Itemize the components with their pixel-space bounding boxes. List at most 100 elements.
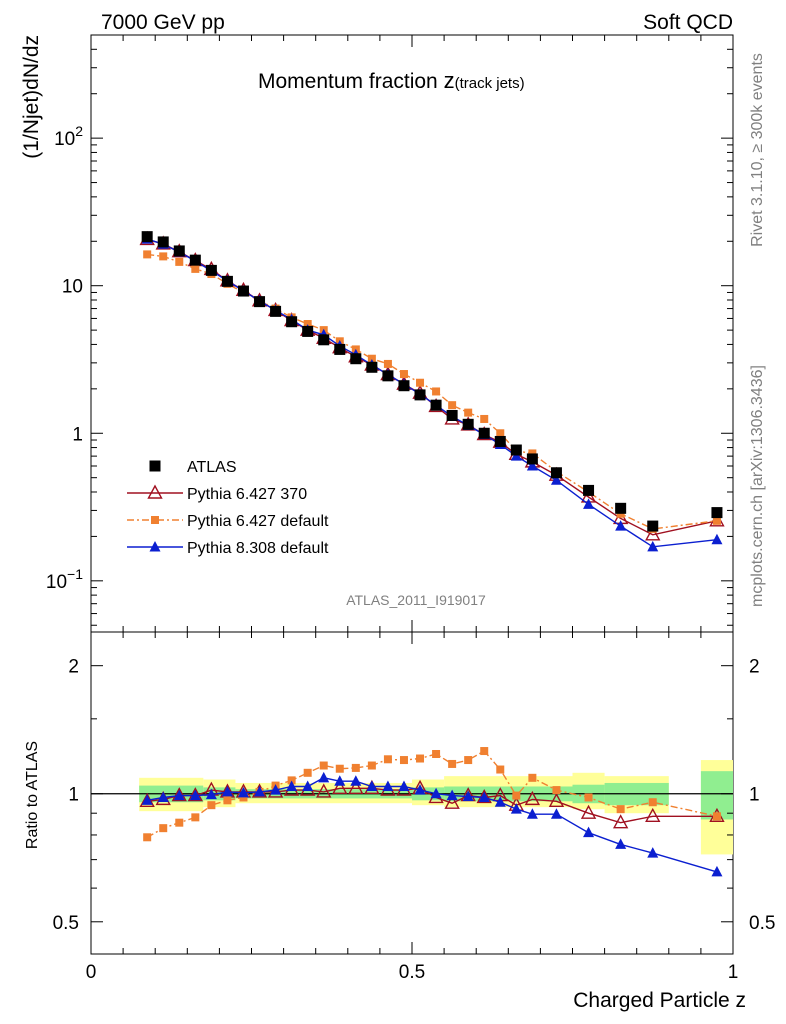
legend: ATLAS Pythia 6.427 370 Pythia 6.427 defaul…: [127, 459, 329, 557]
mc-point: [526, 460, 538, 471]
ratio-point: [712, 812, 721, 821]
mc-point: [496, 429, 505, 438]
data-point: [526, 453, 538, 465]
ratio-point: [398, 780, 410, 791]
data-point: [366, 361, 378, 373]
ratio-point: [157, 791, 169, 802]
ratio-point: [335, 764, 344, 773]
ratio-tick-label: 2: [68, 657, 79, 678]
data-point: [398, 380, 410, 392]
ratio-point: [512, 791, 521, 800]
ratio-y-axis-label: Ratio to ATLAS: [24, 741, 41, 849]
ratio-point: [334, 775, 346, 786]
axis-ticks: 102 10−1 10 1 2 2 1 1 0.5 0.5 0 0.5 1: [46, 34, 775, 983]
ratio-point: [223, 796, 232, 805]
data-point: [494, 435, 506, 447]
y-tick-label: 1: [72, 424, 83, 445]
ratio-point: [647, 847, 659, 858]
ratio-point: [303, 768, 312, 777]
data-point: [141, 231, 153, 243]
y-tick-label: 102: [54, 123, 83, 150]
mc-point: [303, 320, 312, 329]
x-tick-label: 1: [728, 962, 739, 983]
ratio-point: [528, 773, 537, 782]
chart-title: Momentum fraction z(track jets): [258, 68, 525, 93]
mcplots-label: mcplots.cern.ch [arXiv:1306.3436]: [749, 365, 766, 607]
ratio-point: [584, 793, 593, 802]
legend-label: ATLAS: [187, 459, 237, 476]
header-energy-label: 7000 GeV pp: [101, 11, 225, 34]
data-point: [189, 254, 201, 266]
legend-label: Pythia 8.308 default: [187, 540, 329, 557]
data-point: [205, 264, 217, 276]
ratio-point: [711, 865, 723, 877]
main-series: [139, 230, 725, 552]
ratio-point: [580, 804, 597, 819]
data-point: [221, 275, 233, 287]
ratio-point: [448, 759, 457, 768]
ratio-point: [191, 813, 200, 822]
ratio-point: [189, 789, 201, 801]
ratio-point: [494, 796, 506, 807]
ratio-point: [254, 785, 266, 797]
ratio-point: [430, 787, 442, 799]
ratio-point: [351, 763, 360, 772]
ratio-point: [159, 824, 168, 833]
ratio-point: [383, 755, 392, 764]
ratio-point: [286, 780, 298, 791]
mc-point: [583, 498, 595, 509]
ratio-point: [526, 808, 538, 819]
ratio-tick-label: 0.5: [53, 913, 79, 934]
ratio-point: [616, 805, 625, 814]
ratio-point: [462, 790, 474, 802]
mc-point: [367, 354, 376, 363]
data-point: [550, 467, 562, 479]
header-category-label: Soft QCD: [643, 11, 733, 34]
data-point: [711, 507, 723, 519]
ratio-point: [612, 814, 629, 829]
mc-point: [480, 414, 489, 423]
data-point: [382, 370, 394, 382]
ratio-series: [139, 747, 725, 877]
ratio-point: [615, 838, 627, 849]
legend-label: Pythia 6.427 370: [187, 486, 307, 503]
ratio-point: [446, 789, 458, 801]
data-point: [350, 353, 362, 365]
mc-point: [647, 540, 659, 552]
mc-point: [175, 257, 184, 266]
ratio-point: [171, 787, 187, 802]
series-line: [147, 253, 717, 530]
ratio-point: [237, 786, 249, 798]
ratio-point: [302, 780, 314, 791]
ratio-point: [239, 793, 248, 802]
analysis-id-label: ATLAS_2011_I919017: [346, 592, 486, 608]
ratio-point: [367, 761, 376, 770]
data-point: [414, 389, 426, 401]
ratio-point: [143, 833, 152, 842]
ratio-point: [270, 784, 282, 795]
mc-point: [550, 474, 562, 485]
ratio-tick-label: 1: [68, 785, 79, 806]
ratio-point: [476, 788, 492, 804]
ratio-point: [287, 776, 296, 785]
ratio-point: [645, 807, 661, 823]
data-point: [302, 325, 314, 337]
ratio-point: [187, 787, 204, 802]
mc-point: [448, 401, 457, 410]
mc-point: [399, 370, 408, 379]
ratio-point: [175, 818, 184, 827]
mc-point: [645, 526, 661, 541]
ratio-point: [548, 792, 565, 807]
mc-point: [191, 264, 200, 273]
ratio-point: [416, 754, 425, 763]
mc-point: [615, 520, 627, 531]
data-point: [462, 418, 474, 430]
data-point: [615, 502, 627, 514]
mc-point: [416, 378, 425, 387]
ratio-point: [478, 791, 490, 802]
data-point: [173, 245, 185, 257]
ratio-point: [316, 783, 332, 798]
ratio-point: [350, 775, 362, 786]
mc-point: [464, 408, 473, 417]
